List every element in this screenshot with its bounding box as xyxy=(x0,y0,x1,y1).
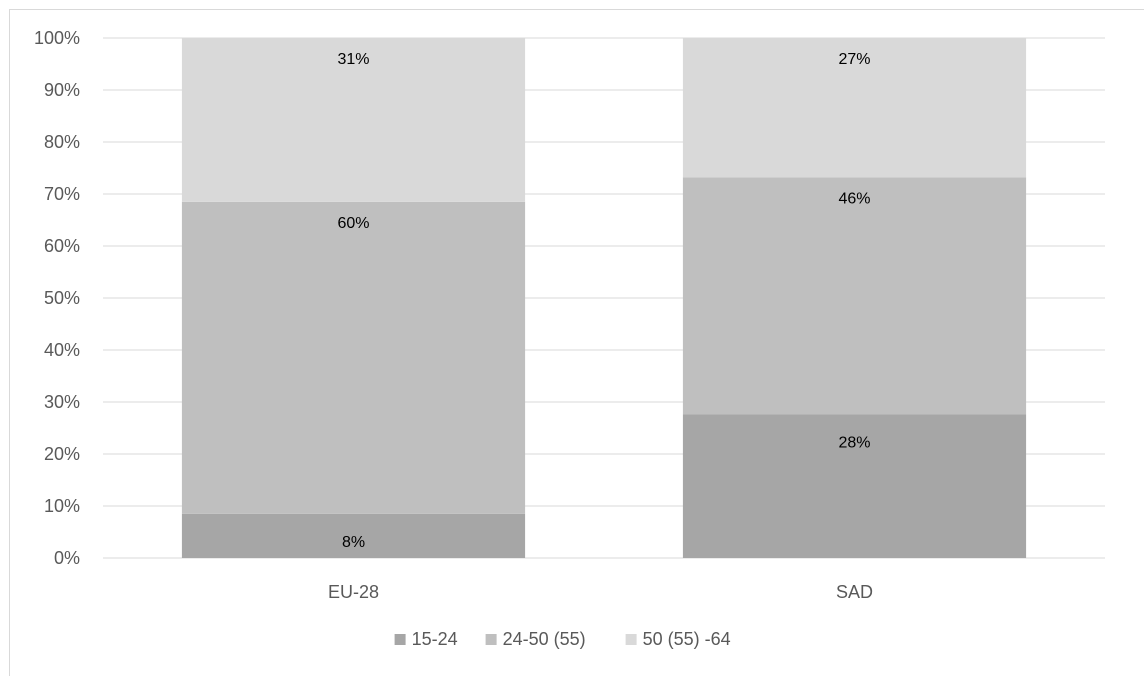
legend: 15-24 24-50 (55) 50 (55) -64 xyxy=(394,629,731,649)
bars xyxy=(181,38,1027,558)
legend-label: 15-24 xyxy=(412,629,458,649)
legend-swatch xyxy=(625,634,637,645)
legend-swatch xyxy=(485,634,497,645)
y-tick-label: 100% xyxy=(34,28,80,48)
data-label: 31% xyxy=(337,51,369,68)
bar-segment xyxy=(181,201,526,514)
y-tick-label: 30% xyxy=(44,392,80,412)
data-labels: 8% 60% 31% 28% 46% 27% xyxy=(337,51,870,551)
bar-segment xyxy=(181,38,526,202)
data-label: 8% xyxy=(342,534,365,551)
legend-label: 24-50 (55) xyxy=(503,629,586,649)
legend-swatch xyxy=(394,634,406,645)
y-tick-label: 20% xyxy=(44,444,80,464)
chart-frame xyxy=(9,9,1144,676)
y-tick-label: 90% xyxy=(44,80,80,100)
bar-segment xyxy=(181,513,526,558)
bar-segment xyxy=(682,177,1027,415)
legend-label: 50 (55) -64 xyxy=(643,629,731,649)
y-tick-label: 60% xyxy=(44,236,80,256)
y-tick-label: 0% xyxy=(54,548,80,568)
bar-segment xyxy=(682,38,1027,178)
data-label: 46% xyxy=(838,190,870,207)
y-tick-label: 70% xyxy=(44,184,80,204)
y-tick-label: 50% xyxy=(44,288,80,308)
x-tick-label: EU-28 xyxy=(328,582,379,602)
bar-segment xyxy=(682,414,1027,558)
y-axis: 0% 10% 20% 30% 40% 50% 60% 70% 80% 90% 100% xyxy=(34,28,80,568)
x-axis: EU-28 SAD xyxy=(328,582,873,602)
x-tick-label: SAD xyxy=(836,582,873,602)
data-label: 27% xyxy=(838,51,870,68)
data-label: 28% xyxy=(838,434,870,451)
y-tick-label: 10% xyxy=(44,496,80,516)
y-tick-label: 40% xyxy=(44,340,80,360)
data-label: 60% xyxy=(337,215,369,232)
y-tick-label: 80% xyxy=(44,132,80,152)
